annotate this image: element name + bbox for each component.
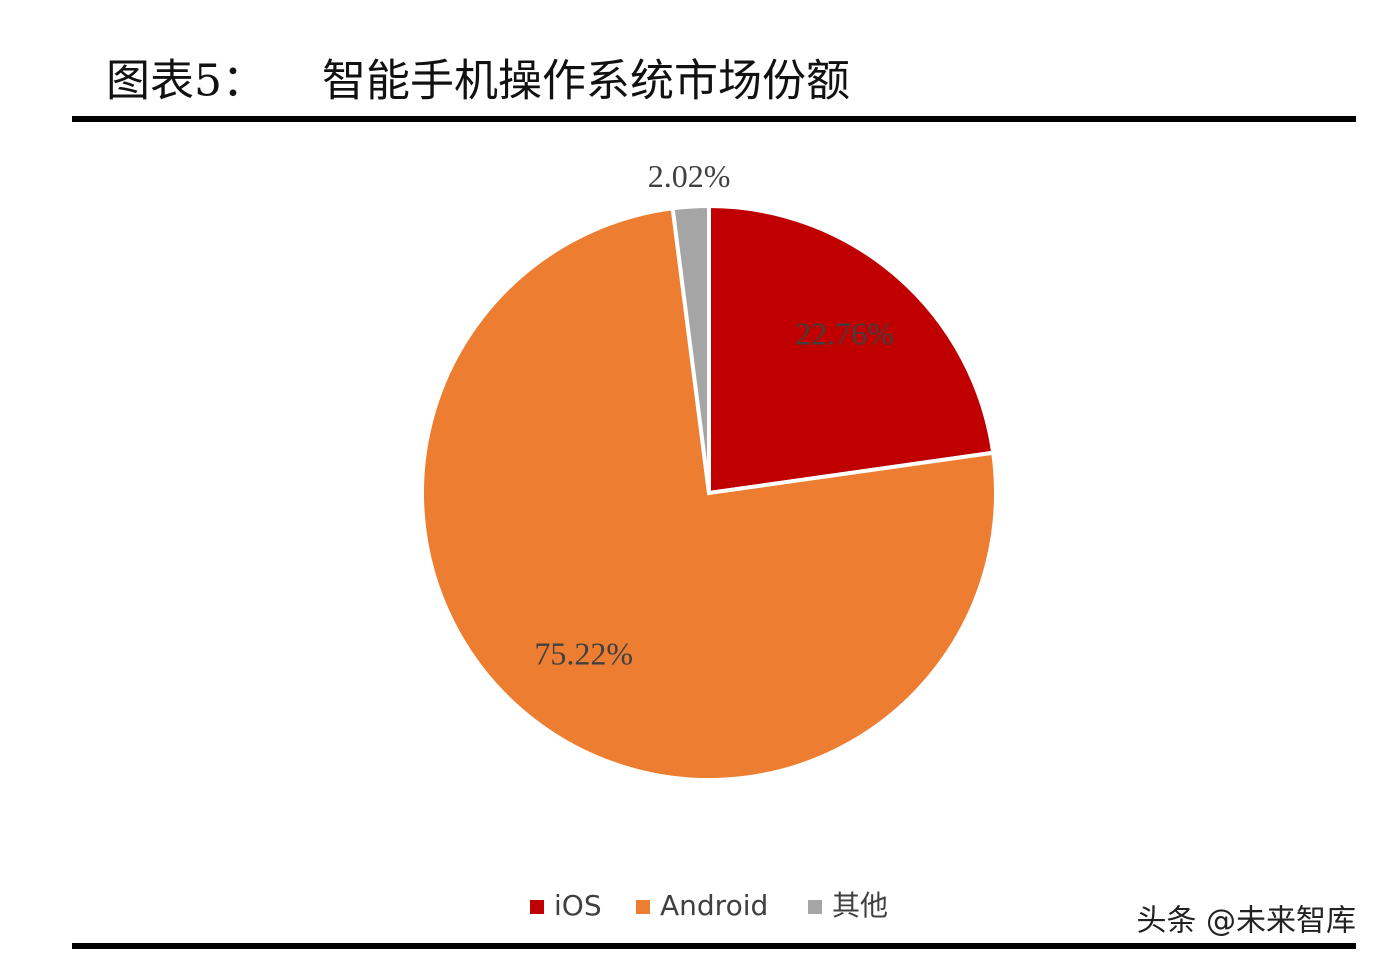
value-label: 75.22% (534, 636, 633, 672)
legend-label: iOS (554, 889, 602, 922)
pie-slice (707, 203, 996, 496)
rule-top (72, 116, 1356, 122)
chart-title: 图表5： 智能手机操作系统市场份额 (106, 56, 850, 107)
legend-label: 其他 (832, 889, 888, 922)
legend-marker (808, 900, 822, 914)
legend-label: Android (660, 889, 768, 922)
legend-marker (530, 900, 544, 914)
pie-slice (670, 203, 711, 494)
value-label: 22.76% (795, 315, 894, 351)
legend-marker (636, 900, 650, 914)
watermark: 头条 @未来智库 (1136, 904, 1356, 939)
value-label: 2.02% (648, 158, 731, 194)
rule-bottom (72, 943, 1356, 949)
pie-slice (420, 206, 998, 782)
